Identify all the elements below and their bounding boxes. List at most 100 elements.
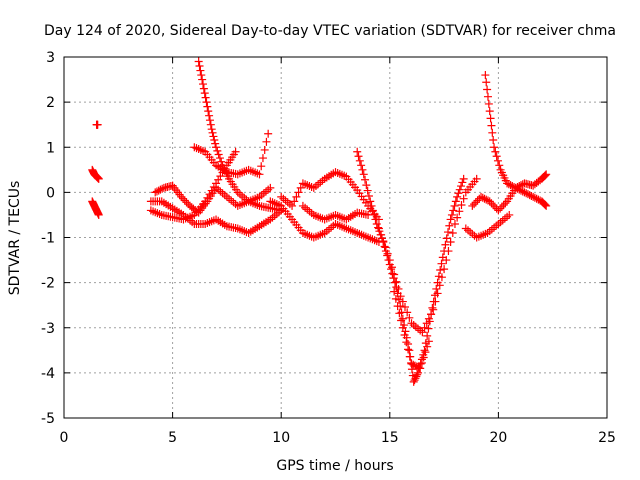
data-point: [294, 188, 303, 197]
data-point: [196, 66, 205, 75]
data-point: [433, 289, 442, 298]
data-point: [448, 228, 457, 237]
data-point: [152, 187, 161, 196]
data-point: [93, 120, 102, 129]
data-point: [485, 197, 494, 206]
data-point: [272, 210, 281, 219]
data-point: [486, 114, 495, 123]
y-tick-label: -1: [41, 231, 55, 247]
data-point: [522, 189, 531, 198]
data-point: [259, 189, 268, 198]
data-point: [494, 206, 503, 215]
data-point: [154, 186, 163, 195]
data-point: [205, 111, 214, 120]
data-point: [255, 170, 264, 179]
y-tick-label: 1: [46, 140, 55, 156]
data-point: [398, 297, 407, 306]
data-point: [468, 201, 477, 210]
data-point: [380, 242, 389, 251]
data-point: [485, 107, 494, 116]
data-point: [489, 136, 498, 145]
data-point: [483, 92, 492, 101]
data-point: [487, 121, 496, 130]
data-point: [301, 203, 310, 212]
data-point: [324, 225, 333, 234]
data-point: [500, 214, 509, 223]
data-point: [494, 219, 503, 228]
data-point: [270, 211, 279, 220]
data-point: [214, 150, 223, 159]
data-point: [371, 215, 380, 224]
data-point: [199, 84, 208, 93]
y-tick-label: -5: [41, 411, 55, 427]
data-point: [496, 204, 505, 213]
data-point: [440, 265, 449, 274]
data-point: [478, 193, 487, 202]
y-tick-labels: -5 -4 -3 -2 -1 0 1 2 3: [41, 50, 55, 427]
data-point: [387, 263, 396, 272]
x-tick-label: 10: [272, 430, 290, 446]
data-point: [198, 75, 207, 84]
data-point: [418, 328, 427, 337]
data-point: [177, 192, 186, 201]
data-point: [481, 71, 490, 80]
data-point: [432, 284, 441, 293]
data-point: [463, 226, 472, 235]
data-point: [407, 319, 416, 328]
data-point: [202, 98, 211, 107]
data-point: [261, 187, 270, 196]
data-point: [516, 181, 525, 190]
series-upper-band: [190, 129, 273, 179]
data-point: [523, 190, 532, 199]
data-point: [496, 218, 505, 227]
data-point: [296, 183, 305, 192]
plot-frame: [63, 56, 608, 419]
data-point: [374, 224, 383, 233]
data-point: [420, 323, 429, 332]
data-point: [488, 128, 497, 137]
data-point: [290, 197, 299, 206]
data-point: [305, 207, 314, 216]
data-point: [484, 99, 493, 108]
data-point: [450, 219, 459, 228]
data-point: [495, 161, 504, 170]
data-point: [201, 93, 210, 102]
data-point: [459, 174, 468, 183]
data-point: [446, 238, 455, 247]
data-point: [421, 348, 430, 357]
data-point: [362, 181, 371, 190]
data-point: [453, 213, 462, 222]
data-point: [387, 265, 396, 274]
series-early-point: [92, 120, 102, 129]
data-point: [409, 360, 418, 369]
data-point: [459, 194, 468, 203]
data-point: [437, 273, 446, 282]
data-point: [423, 331, 432, 340]
series-cross-band-up: [146, 147, 240, 224]
data-point: [483, 85, 492, 94]
data-point: [398, 323, 407, 332]
data-point: [197, 71, 206, 80]
data-point: [413, 370, 422, 379]
data-point: [210, 136, 219, 145]
data-point: [530, 193, 539, 202]
data-point: [260, 145, 269, 154]
data-point: [205, 116, 214, 125]
data-point: [527, 191, 536, 200]
data-point: [381, 243, 390, 252]
data-point: [513, 182, 522, 191]
data-point: [379, 237, 388, 246]
series-early-cluster-a: [88, 165, 103, 183]
data-point: [390, 270, 399, 279]
data-point: [498, 216, 507, 225]
data-point: [283, 198, 292, 207]
data-point: [411, 374, 420, 383]
data-point: [441, 240, 450, 249]
data-point: [455, 185, 464, 194]
data-point: [457, 182, 466, 191]
data-point: [422, 319, 431, 328]
data-point: [466, 228, 475, 237]
data-point: [194, 57, 203, 66]
data-point: [497, 202, 506, 211]
data-point: [490, 223, 499, 232]
